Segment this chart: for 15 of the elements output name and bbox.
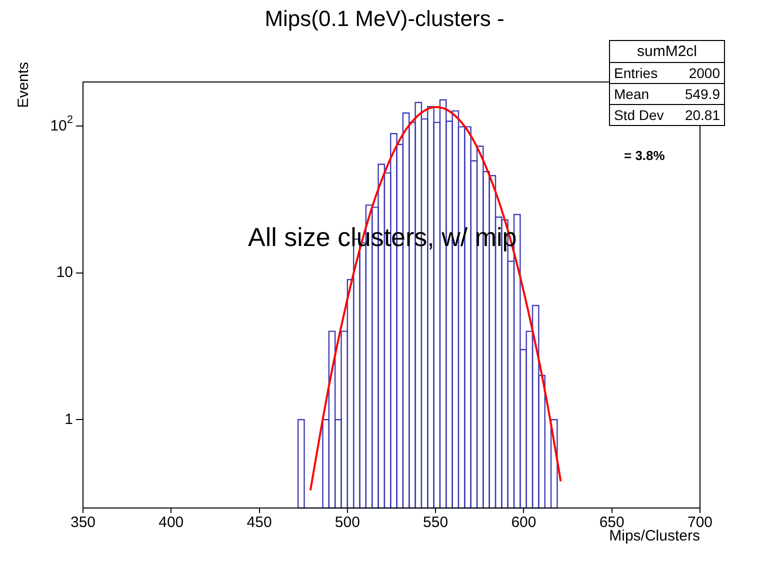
x-tick-label: 600 [511, 514, 536, 532]
x-tick-label: 450 [246, 514, 272, 532]
chart-title: Mips(0.1 MeV)-clusters - [264, 6, 504, 32]
y-axis-title: Events [15, 62, 32, 108]
text: Std Dev 20.81 [614, 107, 720, 123]
x-tick-label: 500 [334, 514, 360, 532]
text: Entries 2000 [614, 65, 720, 81]
text: sumM2cl [610, 41, 724, 63]
annotation: = 3.8% [624, 148, 665, 163]
y-tick-label: 1 [64, 410, 73, 428]
x-tick-label: 400 [158, 514, 184, 532]
x-tick-label: 350 [70, 514, 96, 532]
text: Mean 549.9 [614, 86, 720, 102]
y-tick-label: 10 [56, 264, 74, 282]
x-tick-label: 550 [423, 514, 448, 532]
